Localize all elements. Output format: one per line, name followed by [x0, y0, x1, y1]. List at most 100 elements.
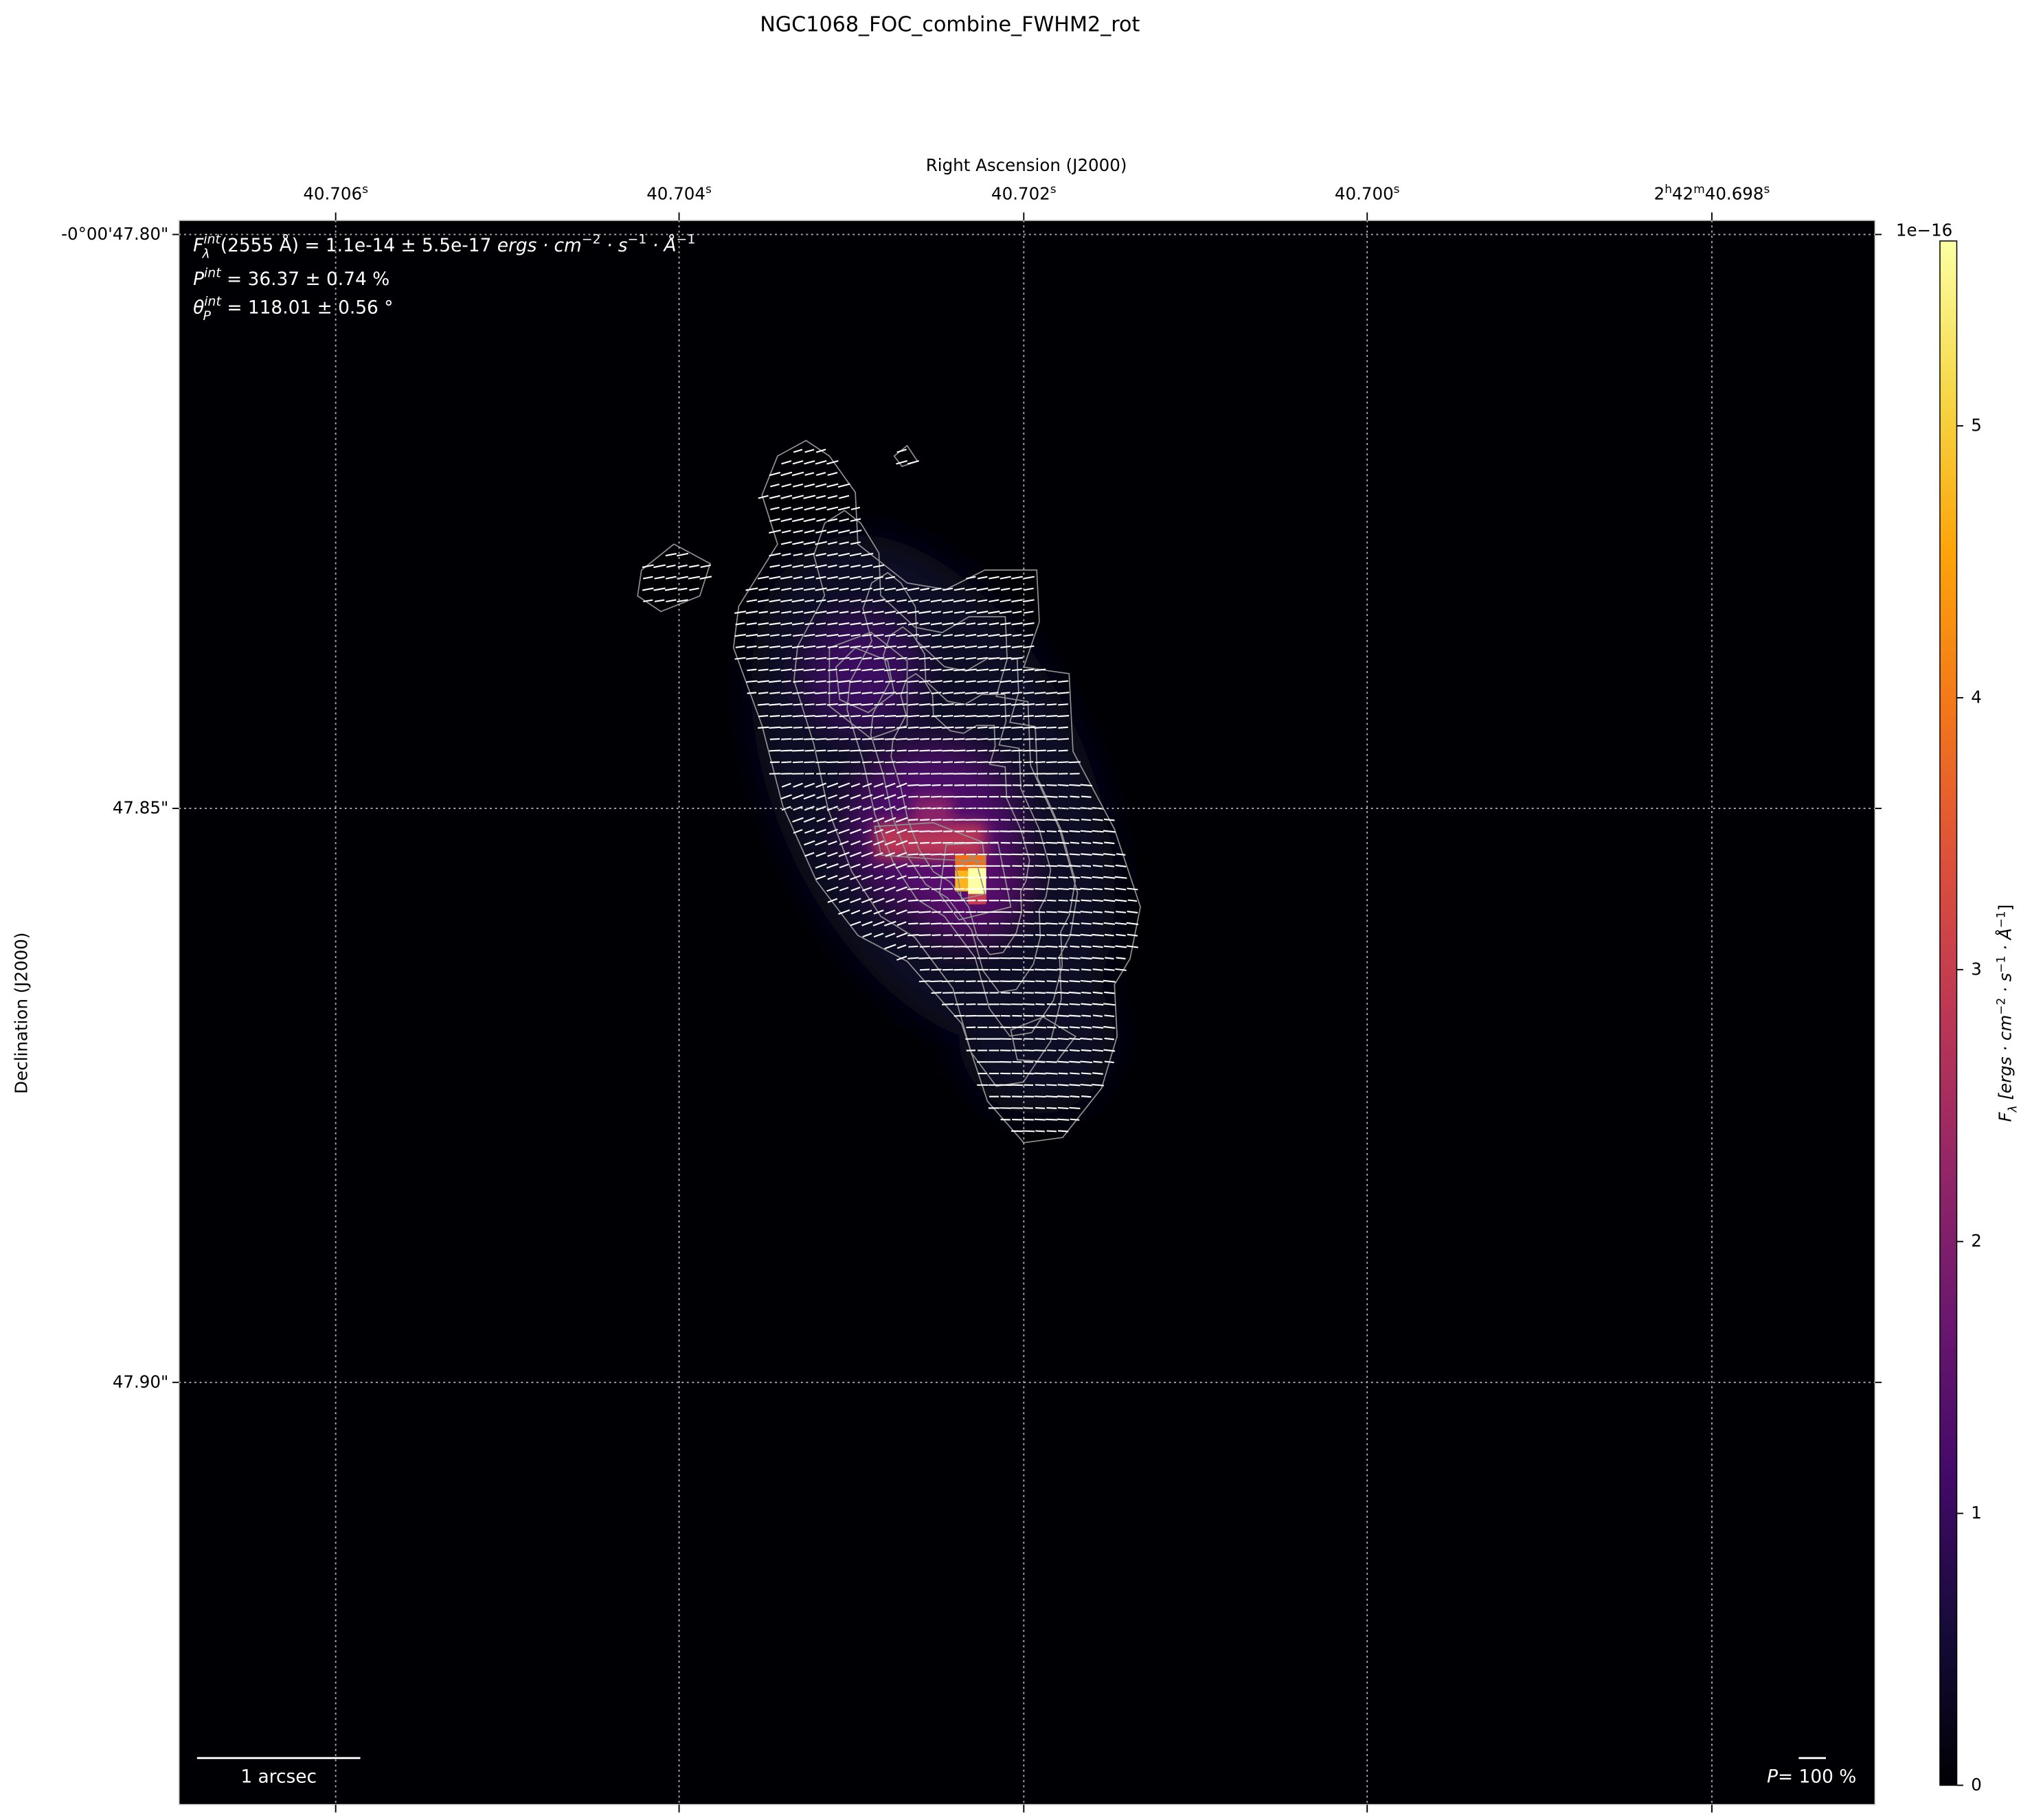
polarization-vector [884, 840, 896, 846]
polarization-vector [769, 738, 780, 740]
polarization-vector [769, 692, 780, 694]
polarization-vector [804, 553, 815, 557]
polarization-vector [908, 692, 918, 694]
polarization-vector [919, 945, 930, 948]
polarization-vector [873, 909, 884, 915]
polarization-vector [976, 738, 989, 740]
polarization-vector [1114, 876, 1127, 879]
polarization-vector [1104, 887, 1115, 891]
polarization-vector [1081, 968, 1092, 971]
polarization-vector [919, 876, 931, 879]
polarization-vector [1057, 1118, 1070, 1121]
polarization-vector [780, 518, 792, 523]
polarization-vector [942, 1003, 954, 1005]
polarization-vector [815, 703, 826, 706]
polarization-vector [1047, 1026, 1057, 1029]
polarization-vector [1092, 1072, 1103, 1075]
polarization-vector [1068, 991, 1081, 994]
polarization-vector [918, 957, 931, 959]
polarization-vector [1035, 830, 1046, 832]
polarization-vector [804, 726, 815, 729]
polarization-vector [1081, 819, 1092, 821]
polarization-vector [976, 692, 989, 694]
polarization-vector [758, 494, 769, 499]
polarization-vector [966, 576, 976, 580]
polarization-vector [826, 657, 839, 660]
polarization-vector [1034, 668, 1046, 672]
polarization-vector [850, 599, 861, 603]
polarization-vector [1034, 876, 1046, 879]
polarization-vector [1057, 738, 1070, 740]
polarization-vector [849, 530, 862, 534]
colorbar-ticks: 0 1 2 3 4 5 [1956, 416, 1982, 1795]
polarization-vector [931, 587, 942, 591]
polarization-vector [1092, 945, 1103, 948]
polarization-vector [885, 622, 895, 626]
polarization-vector [792, 541, 804, 545]
polarization-vector [815, 863, 827, 869]
x-tick-label: 40.704s [646, 183, 712, 203]
polarization-vector [1000, 726, 1011, 729]
polarization-vector [826, 886, 839, 892]
y-axis-label: Declination (J2000) [12, 933, 32, 1094]
polarization-vector [699, 576, 712, 580]
polarization-vector [942, 668, 953, 672]
polarization-vector [804, 599, 815, 602]
polarization-vector [826, 576, 838, 580]
polarization-vector [827, 852, 838, 857]
polarization-vector [1034, 922, 1046, 925]
contour [1010, 1016, 1077, 1063]
polarization-vector [665, 576, 677, 580]
polarization-vector [826, 587, 839, 591]
polarization-vector [1080, 957, 1092, 959]
polarization-vector [769, 611, 780, 614]
polarization-vector [1127, 933, 1138, 937]
polarization-vector [977, 576, 988, 580]
polarization-vector [1069, 957, 1081, 959]
polarization-vector [770, 634, 780, 637]
polarization-vector [907, 714, 920, 718]
polarization-vector [872, 599, 885, 603]
polarization-vector [988, 633, 1000, 637]
polarization-vector [745, 587, 758, 591]
polarization-vector [1000, 587, 1011, 591]
polarization-vector [792, 817, 804, 823]
polarization-vector [827, 541, 837, 545]
polarization-vector [793, 726, 803, 729]
polarization-vector [896, 782, 907, 788]
polarization-vector [872, 817, 885, 823]
polarization-vector [1057, 819, 1070, 821]
polarization-vector [803, 541, 816, 545]
polarization-vector [688, 576, 701, 580]
polarization-vector [838, 622, 850, 626]
polarization-vector [734, 611, 747, 614]
polarization-vector [839, 817, 849, 823]
polarization-vector [1093, 1038, 1103, 1040]
polarization-vector [839, 668, 850, 672]
integrated-annotations: Fint λ (2555 Å) = 1.1e-14 ± 5.5e-17 ergs ·… [193, 232, 695, 323]
polarization-vector [815, 553, 826, 557]
polarization-vector [1070, 1095, 1080, 1098]
polarization-vector [1022, 1049, 1035, 1051]
polarization-vector [1080, 1060, 1093, 1064]
polarization-vector [943, 680, 953, 683]
polarization-vector [861, 587, 872, 591]
polarization-vector [793, 506, 803, 511]
polarization-vector [734, 633, 746, 637]
polarization-vector [781, 460, 792, 465]
polarization-vector [884, 794, 896, 800]
polarization-vector [884, 668, 896, 672]
polarization-vector [1081, 945, 1092, 948]
polarization-vector [861, 726, 873, 729]
polarization-vector [792, 668, 804, 672]
polarization-vector [793, 703, 803, 706]
polarization-vector [942, 657, 953, 660]
polarization-vector [1103, 818, 1115, 821]
polarization-vector [666, 565, 676, 568]
polarization-vector [885, 576, 896, 580]
polarization-vector [896, 955, 907, 961]
polarization-vector [827, 645, 838, 648]
polarization-vector [804, 587, 815, 591]
polarization-vector [1103, 830, 1116, 833]
polarization-vector [757, 703, 769, 706]
